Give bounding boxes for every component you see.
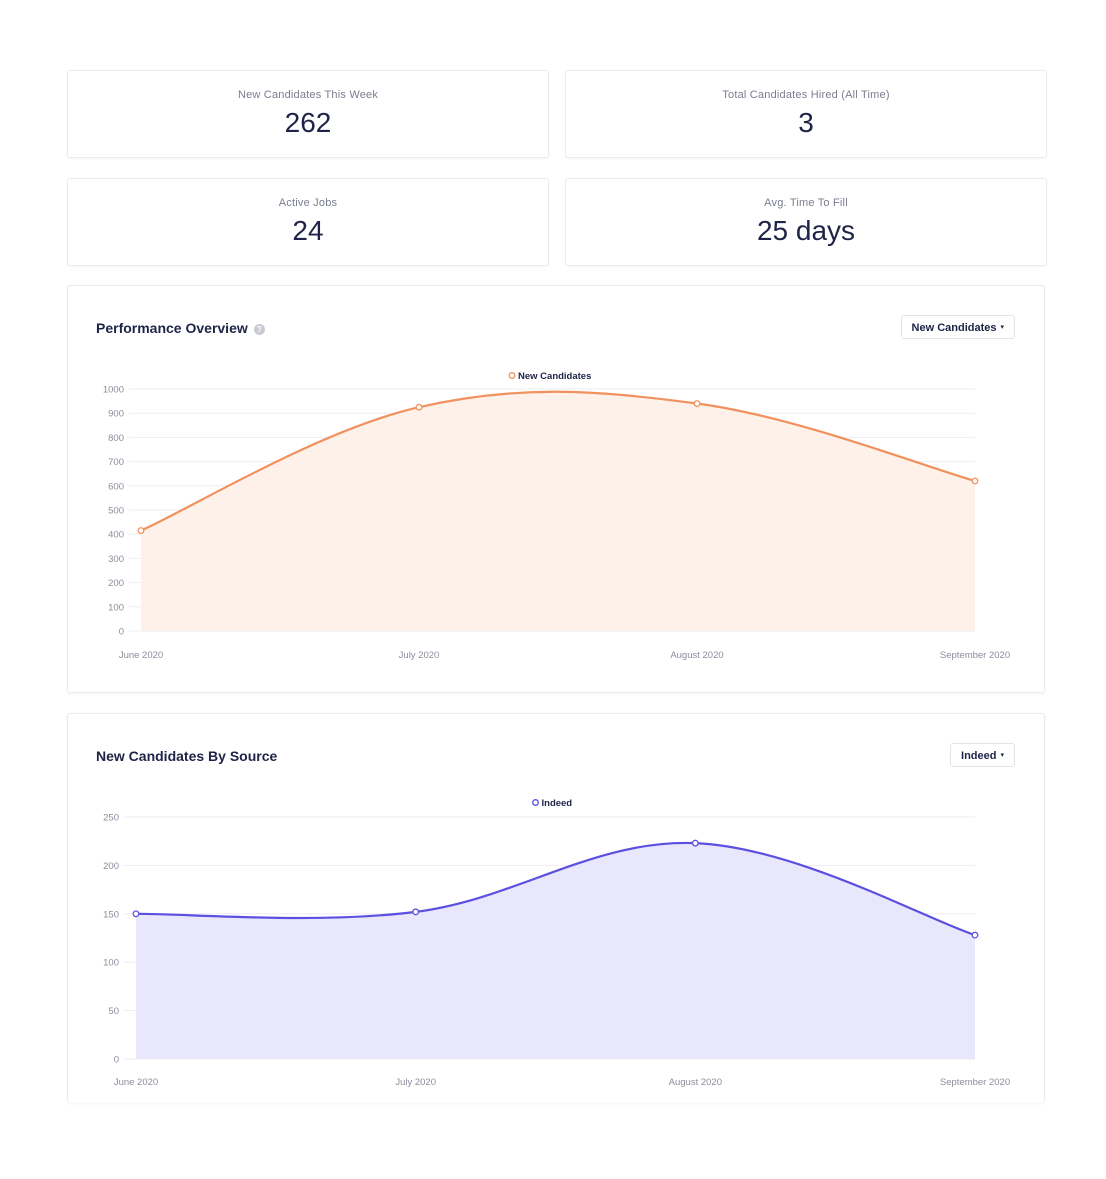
legend-label: New Candidates: [518, 371, 591, 382]
chart-legend: New Candidates: [508, 371, 591, 382]
stat-card-active-jobs: Active Jobs 24: [67, 178, 549, 266]
legend-marker: [532, 799, 539, 806]
y-tick-label: 50: [108, 1006, 119, 1017]
help-icon[interactable]: ?: [253, 324, 265, 335]
panel-title-text: Performance Overview: [96, 320, 248, 336]
data-point: [971, 931, 979, 939]
y-tick-label: 600: [108, 481, 124, 492]
candidates-by-source-title: New Candidates By Source: [96, 748, 278, 764]
stat-label: Avg. Time To Fill: [764, 197, 848, 209]
series-line: [135, 841, 976, 937]
data-point: [693, 400, 701, 407]
dropdown-label: New Candidates: [911, 322, 997, 334]
stat-value: 3: [798, 107, 814, 138]
caret-down-icon: ▾: [1000, 324, 1004, 331]
y-tick-label: 250: [103, 813, 119, 824]
x-tick-label: July 2020: [395, 1077, 436, 1088]
stat-value: 262: [284, 107, 332, 138]
legend-label: Indeed: [542, 798, 573, 809]
y-tick-label: 100: [108, 602, 124, 613]
stat-value: 25 days: [756, 215, 856, 246]
x-tick-label: July 2020: [399, 650, 440, 661]
y-tick-label: 700: [108, 457, 124, 468]
stat-label: Active Jobs: [278, 197, 338, 209]
y-tick-label: 800: [108, 433, 124, 444]
y-tick-label: 150: [103, 909, 119, 920]
stat-label: Total Candidates Hired (All Time): [722, 89, 890, 101]
stat-value: 24: [292, 215, 324, 246]
performance-chart: 0 100 200 300 400 500 600 700 800 900 1000 June 202…: [103, 371, 1010, 661]
data-point: [132, 910, 140, 918]
y-tick-label: 1000: [103, 385, 124, 396]
y-tick-label: 900: [108, 409, 124, 420]
x-tick-label: August 2020: [670, 650, 723, 661]
source-dropdown[interactable]: Indeed ▾: [950, 743, 1015, 767]
y-tick-label: 500: [108, 506, 124, 517]
data-point: [691, 839, 699, 847]
metric-dropdown[interactable]: New Candidates ▾: [900, 315, 1015, 339]
stat-card-avg-time-to-fill: Avg. Time To Fill 25 days: [565, 178, 1047, 266]
y-tick-label: 0: [114, 1055, 119, 1066]
legend-marker: [508, 372, 516, 379]
y-tick-label: 400: [108, 530, 124, 541]
x-tick-label: June 2020: [119, 650, 163, 661]
dropdown-label: Indeed: [961, 750, 997, 762]
y-tick-label: 0: [119, 627, 124, 638]
caret-down-icon: ▾: [1000, 752, 1004, 759]
performance-overview-title: Performance Overview?: [96, 320, 265, 336]
series-line: [140, 390, 976, 532]
x-tick-label: September 2020: [940, 650, 1010, 661]
stat-card-new-candidates: New Candidates This Week 262: [67, 70, 549, 158]
y-tick-label: 200: [108, 578, 124, 589]
stat-label: New Candidates This Week: [237, 89, 379, 101]
y-tick-label: 100: [103, 958, 119, 969]
x-tick-label: August 2020: [669, 1077, 722, 1088]
data-point: [137, 527, 145, 535]
chart-legend: Indeed: [532, 798, 573, 809]
data-point: [412, 908, 420, 916]
stat-card-total-hired: Total Candidates Hired (All Time) 3: [565, 70, 1047, 158]
x-tick-label: June 2020: [114, 1077, 158, 1088]
data-point: [971, 477, 979, 485]
data-point: [415, 403, 423, 411]
source-chart: 0 50 100 150 200 250 June 2020 July 2020 August …: [103, 798, 1010, 1088]
x-tick-label: September 2020: [940, 1077, 1010, 1088]
y-tick-label: 300: [108, 554, 124, 565]
y-tick-label: 200: [103, 861, 119, 872]
series-area: [141, 391, 975, 631]
series-area: [136, 842, 975, 1059]
